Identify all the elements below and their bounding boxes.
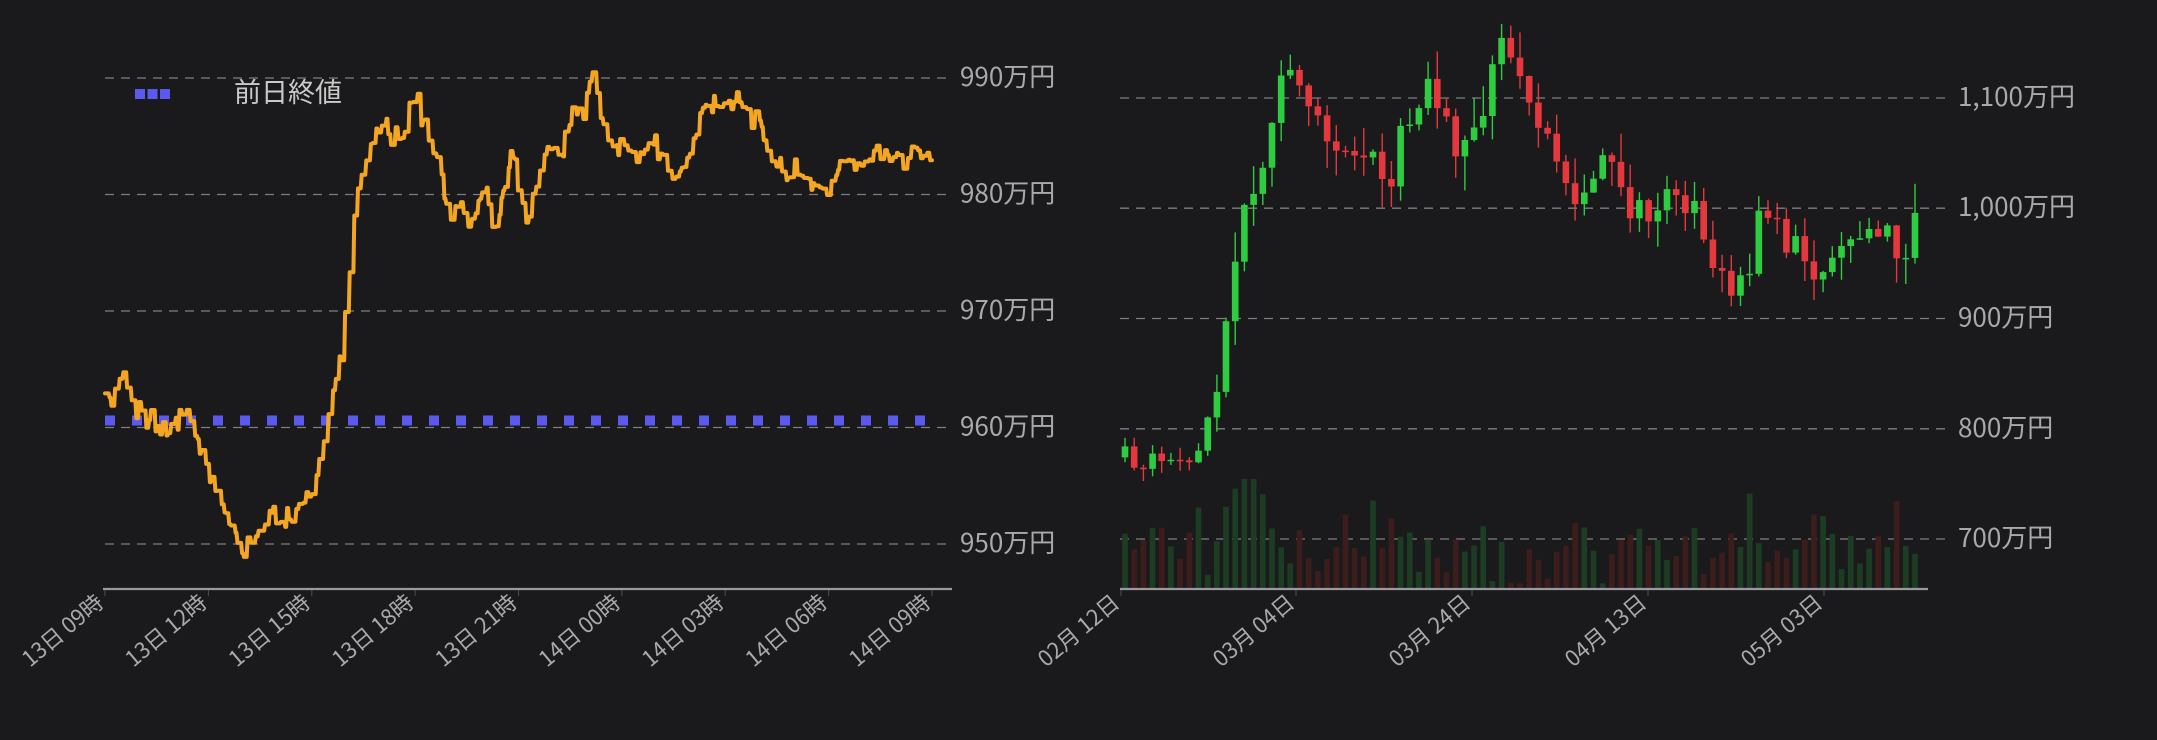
svg-text:700万円: 700万円	[1958, 518, 2053, 555]
svg-text:950万円: 950万円	[960, 523, 1055, 560]
svg-text:990万円: 990万円	[960, 57, 1055, 94]
svg-text:960万円: 960万円	[960, 407, 1055, 444]
svg-text:前日終値: 前日終値	[234, 71, 342, 110]
svg-text:1,100万円: 1,100万円	[1958, 77, 2075, 114]
svg-text:800万円: 800万円	[1958, 408, 2053, 445]
svg-text:970万円: 970万円	[960, 290, 1055, 327]
svg-text:900万円: 900万円	[1958, 298, 2053, 335]
svg-text:980万円: 980万円	[960, 174, 1055, 211]
svg-text:1,000万円: 1,000万円	[1958, 187, 2075, 224]
